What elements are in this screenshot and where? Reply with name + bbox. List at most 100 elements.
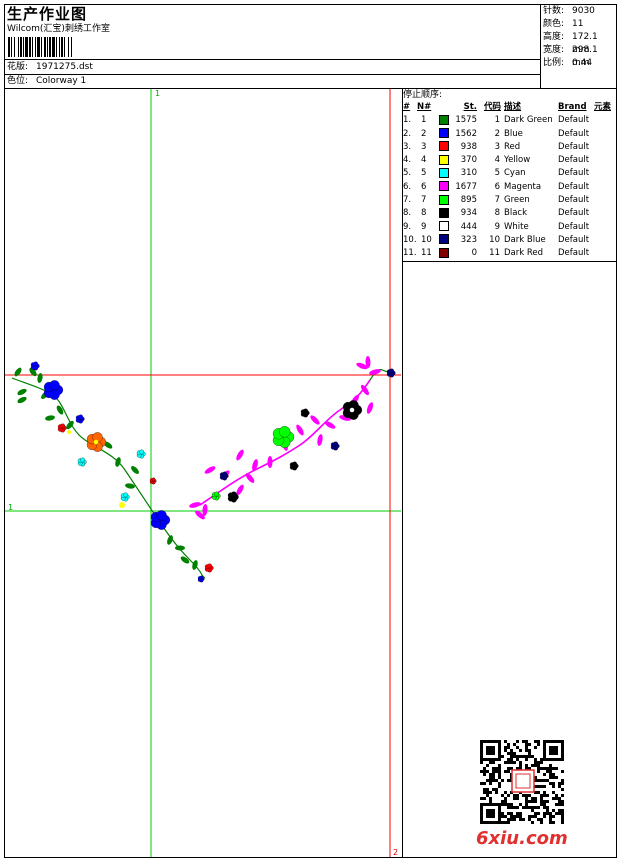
- leaf-magenta: [195, 510, 205, 520]
- color-swatch: [439, 194, 449, 205]
- qr-module: [543, 800, 546, 803]
- table-row: 2. 2 1562 2 Blue Default: [403, 128, 618, 141]
- qr-module: [510, 767, 513, 770]
- qr-module: [531, 809, 534, 812]
- row-code: 3: [494, 141, 500, 152]
- qr-module: [516, 794, 519, 797]
- qr-module: [495, 779, 498, 782]
- row-index: 1.: [403, 115, 412, 126]
- col-code: 代码: [483, 102, 501, 112]
- color-swatch: [439, 221, 449, 232]
- qr-module: [528, 800, 531, 803]
- qr-seal: [515, 773, 531, 789]
- qr-module: [498, 773, 501, 776]
- qr-module: [507, 821, 510, 824]
- qr-module: [501, 755, 504, 758]
- qr-module: [534, 776, 537, 779]
- qr-module: [519, 812, 522, 815]
- header-divider-vertical: [540, 4, 541, 88]
- qr-module: [519, 764, 522, 767]
- qr-module: [483, 773, 486, 776]
- row-description: Dark Red: [504, 248, 544, 259]
- leaf: [167, 535, 173, 545]
- row-swatch: [437, 128, 451, 141]
- qr-module: [525, 767, 528, 770]
- row-swatch: [437, 167, 451, 180]
- row-needle: 1: [421, 115, 427, 126]
- design-label: 花版:: [7, 62, 29, 72]
- qr-module: [549, 764, 552, 767]
- row-description: Dark Blue: [504, 234, 546, 245]
- row-swatch: [437, 247, 451, 260]
- qr-module: [552, 797, 555, 800]
- qr-module: [552, 821, 555, 824]
- qr-module: [543, 773, 546, 776]
- qr-module: [522, 806, 525, 809]
- row-swatch: [437, 234, 451, 247]
- qr-module: [519, 815, 522, 818]
- row-stitches: 0: [471, 248, 477, 259]
- qr-module: [531, 806, 534, 809]
- table-row: 5. 5 310 5 Cyan Default: [403, 167, 618, 180]
- qr-module: [534, 761, 537, 764]
- row-swatch: [437, 221, 451, 234]
- qr-module: [528, 818, 531, 821]
- qr-module: [561, 821, 564, 824]
- row-description: Green: [504, 195, 530, 206]
- qr-module: [510, 818, 513, 821]
- stop-sequence-title: 停止顺序:: [403, 90, 443, 100]
- leaf-magenta: [245, 473, 255, 483]
- qr-module: [555, 797, 558, 800]
- qr-module: [483, 797, 486, 800]
- qr-module: [513, 794, 516, 797]
- leaf: [56, 405, 64, 415]
- qr-module: [486, 794, 489, 797]
- qr-finder: [486, 746, 495, 755]
- qr-module: [507, 767, 510, 770]
- width-value: 298.1 mm: [572, 45, 598, 68]
- row-needle: 8: [421, 208, 427, 219]
- qr-module: [543, 803, 546, 806]
- row-stitches: 1575: [455, 115, 477, 126]
- color-swatch: [439, 114, 449, 125]
- height-label: 高度:: [543, 32, 565, 42]
- qr-module: [546, 809, 549, 812]
- row-brand: Default: [558, 208, 590, 219]
- flower-small-green-petal: [214, 491, 220, 497]
- page-frame: [4, 4, 617, 858]
- row-stitches: 938: [460, 141, 477, 152]
- row-description: Magenta: [504, 181, 542, 192]
- qr-module: [540, 767, 543, 770]
- row-stitches: 934: [460, 208, 477, 219]
- qr-module: [525, 803, 528, 806]
- leaf: [37, 373, 43, 383]
- panel-divider: [402, 88, 403, 858]
- row-description: Black: [504, 208, 527, 219]
- qr-module: [492, 779, 495, 782]
- qr-module: [537, 785, 540, 788]
- qr-module: [552, 785, 555, 788]
- qr-module: [489, 797, 492, 800]
- qr-module: [507, 794, 510, 797]
- qr-module: [552, 791, 555, 794]
- qr-module: [498, 767, 501, 770]
- qr-module: [510, 812, 513, 815]
- row-brand: Default: [558, 234, 590, 245]
- qr-module: [525, 758, 528, 761]
- row-code: 6: [494, 181, 500, 192]
- qr-module: [501, 794, 504, 797]
- header-rule-1: [4, 59, 540, 60]
- qr-module: [495, 767, 498, 770]
- qr-module: [525, 806, 528, 809]
- row-needle: 5: [421, 168, 427, 179]
- colorway-label: 色位:: [7, 76, 29, 86]
- qr-module: [528, 755, 531, 758]
- row-description: Yellow: [504, 155, 531, 166]
- table-header-row: # N# St. 代码 描述 Brand 元素: [403, 101, 618, 114]
- qr-module: [534, 785, 537, 788]
- qr-module: [504, 821, 507, 824]
- qr-module: [546, 812, 549, 815]
- qr-module: [558, 803, 561, 806]
- row-swatch: [437, 114, 451, 127]
- qr-module: [504, 761, 507, 764]
